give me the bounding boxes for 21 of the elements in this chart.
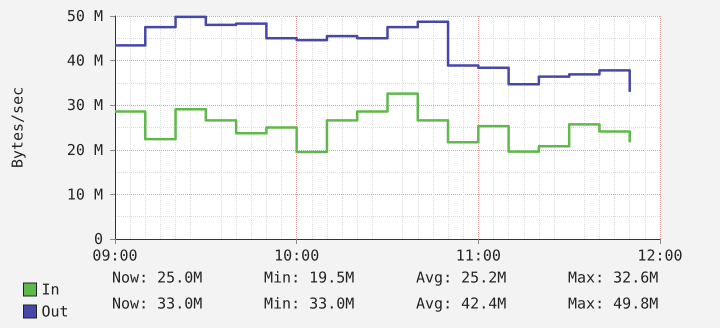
- y-tick-label: 50 M: [66, 7, 103, 25]
- legend-label: In: [42, 280, 60, 298]
- x-tick-label: 12:00: [637, 246, 683, 264]
- text: Min: 19.5M: [264, 268, 354, 286]
- text: Avg: 25.2M: [416, 268, 506, 286]
- y-tick-label: 10 M: [66, 185, 103, 204]
- text: Max: 32.6M: [568, 268, 658, 286]
- y-tick-label: 20 M: [66, 140, 103, 159]
- y-tick-label: 40 M: [66, 52, 103, 70]
- text: Avg: 42.4M: [416, 294, 506, 312]
- x-tick-label: 09:00: [92, 246, 138, 264]
- y-tick-label: 0: [94, 230, 103, 248]
- text: Max: 49.8M: [568, 294, 658, 312]
- text: Min: 33.0M: [264, 294, 354, 312]
- legend-label: Out: [42, 302, 69, 320]
- text: Now: 25.0M: [112, 268, 202, 286]
- x-tick-label: 11:00: [456, 246, 501, 264]
- text: Now: 33.0M: [112, 294, 202, 312]
- y-axis-title: Bytes/sec: [8, 86, 26, 168]
- y-tick-label: 30 M: [66, 96, 103, 114]
- x-tick-label: 10:00: [274, 246, 320, 264]
